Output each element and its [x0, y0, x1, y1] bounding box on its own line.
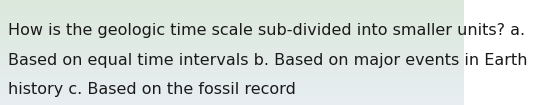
- Text: history c. Based on the fossil record: history c. Based on the fossil record: [8, 82, 296, 97]
- Text: Based on equal time intervals b. Based on major events in Earth: Based on equal time intervals b. Based o…: [8, 52, 528, 68]
- Text: How is the geologic time scale sub-divided into smaller units? a.: How is the geologic time scale sub-divid…: [8, 23, 526, 38]
